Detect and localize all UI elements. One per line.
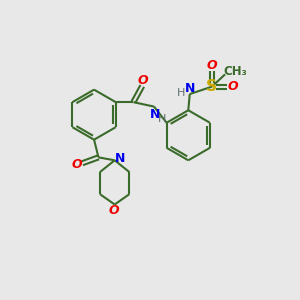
Text: S: S: [206, 79, 217, 94]
Text: O: O: [228, 80, 238, 93]
Text: O: O: [206, 59, 217, 72]
Text: H: H: [177, 88, 186, 98]
Text: N: N: [150, 108, 161, 121]
Text: N: N: [115, 152, 125, 165]
Text: O: O: [71, 158, 82, 171]
Text: O: O: [138, 74, 148, 87]
Text: O: O: [109, 204, 119, 217]
Text: CH₃: CH₃: [224, 65, 247, 78]
Text: H: H: [158, 114, 166, 124]
Text: N: N: [185, 82, 196, 95]
